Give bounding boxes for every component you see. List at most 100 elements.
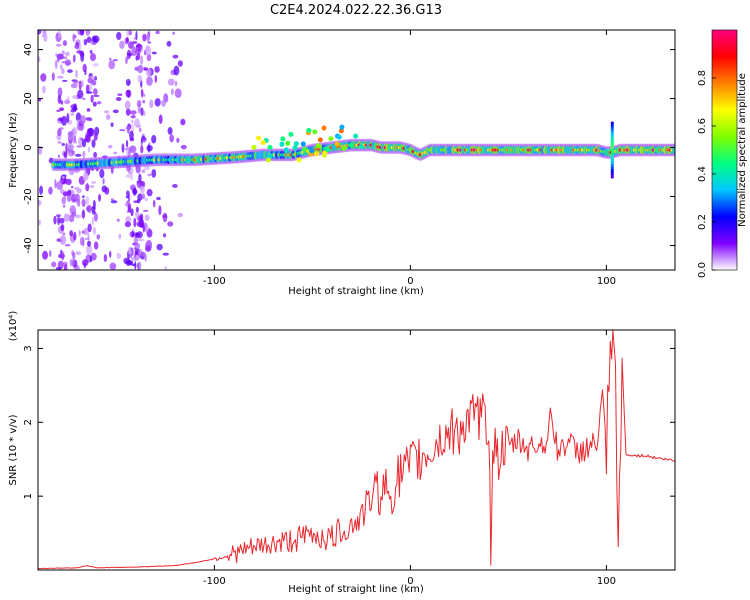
spectrogram-noise-mark [135, 210, 140, 219]
spectrogram-noise-mark [137, 74, 143, 83]
spectrogram-noise-mark [136, 231, 143, 239]
spectrogram-noise-mark [176, 137, 180, 143]
x-tick-label: 0 [407, 576, 413, 587]
spectrogram-noise-mark [146, 32, 150, 43]
spectrogram-noise-mark [112, 109, 119, 114]
spectrogram-noise-mark [80, 138, 84, 141]
spectrogram-noise-mark [134, 261, 137, 270]
spectrogram-blob-mark [341, 145, 347, 151]
spectrogram-noise-mark [81, 259, 89, 267]
spectrogram-noise-mark [172, 183, 178, 188]
spectrogram-noise-mark [142, 99, 146, 104]
snr-frame [37, 329, 676, 571]
spectrogram-blob-mark [293, 141, 299, 147]
spectrogram-noise-mark [84, 69, 87, 76]
spectrogram-noise-mark [148, 142, 151, 145]
spectrogram-noise-mark [163, 233, 167, 238]
spectrogram-noise-mark [125, 37, 129, 43]
spectrogram-noise-mark [142, 33, 147, 42]
spectrogram-noise-mark [85, 134, 91, 143]
spectrogram-blob-mark [288, 131, 294, 137]
spectrogram-noise-mark [55, 214, 62, 218]
spectrogram-noise-mark [116, 218, 120, 222]
spectrogram-noise-mark [93, 241, 99, 250]
y-tick-label: 3 [23, 345, 34, 351]
spectrogram-noise-mark [78, 229, 81, 237]
spectrogram-noise-mark [83, 38, 88, 46]
spectrogram-noise-mark [85, 195, 90, 206]
spectrogram-noise-mark [89, 185, 95, 188]
spectrogram-noise-mark [143, 67, 149, 71]
spectrogram-noise-mark [143, 93, 146, 97]
spectrogram-noise-mark [70, 208, 74, 212]
spectrogram-noise-mark [82, 150, 86, 159]
spectrogram-spike-mark [610, 175, 614, 179]
snr-y-multiplier: (x10⁴) [8, 311, 19, 342]
spectrogram-noise-mark [91, 139, 96, 148]
spectrogram-noise-mark [87, 127, 95, 137]
spectrogram-noise-mark [151, 51, 157, 55]
x-tick-label: -100 [203, 576, 226, 587]
spectrogram-noise-mark [140, 145, 144, 154]
spectrogram-y-axis-label: Frequency (Hz) [8, 112, 19, 188]
colorbar: 0.0 0.2 0.4 0.6 0.8 Normalized spectral ampl… [697, 29, 748, 278]
spectrogram-noise-mark [133, 37, 137, 40]
spectrogram-noise-mark [125, 174, 132, 178]
spectrogram-noise-mark [132, 41, 138, 44]
spectrogram-noise-mark [74, 153, 82, 157]
spectrogram-spike-mark [610, 170, 614, 174]
spectrogram-noise-mark [140, 142, 143, 146]
spectrogram-spike-mark [610, 133, 614, 137]
spectrogram-noise-mark [75, 193, 79, 201]
spectrogram-noise-mark [66, 194, 72, 203]
spectrogram-noise-mark [59, 64, 63, 70]
spectrogram-noise-mark [72, 54, 76, 63]
spectrogram-noise-mark [119, 40, 125, 49]
spectrogram-noise-mark [61, 68, 65, 75]
spectrogram-noise-mark [81, 139, 87, 148]
spectrogram-noise-mark [81, 198, 86, 208]
spectrogram-spike-mark [610, 165, 614, 169]
spectrogram-noise-mark [158, 114, 163, 125]
colorbar-label: Normalized spectral amplitude [737, 73, 748, 227]
snr-panel: -100 0 100 1 2 3 Height of straight line (km… [8, 311, 676, 595]
spectrogram-blob-mark [321, 125, 327, 131]
spectrogram-noise-mark [57, 154, 60, 158]
spectrogram-blob-mark [280, 136, 286, 142]
spectrogram-blob-mark [302, 146, 308, 152]
spectrogram-noise-mark [164, 265, 168, 270]
spectrogram-noise-mark [38, 199, 42, 206]
spectrogram-noise-mark [125, 78, 131, 86]
spectrogram-noise-mark [136, 180, 142, 189]
spectrogram-noise-mark [59, 217, 65, 224]
spectrogram-noise-mark [80, 30, 85, 36]
spectrogram-noise-mark [41, 35, 45, 38]
spectrogram-noise-mark [39, 185, 44, 195]
spectrogram-noise-mark [158, 205, 162, 216]
spectrogram-blob-mark [336, 134, 342, 140]
spectrogram-noise-mark [70, 112, 75, 116]
spectrogram-noise-mark [154, 98, 161, 107]
snr-series-line [38, 330, 675, 570]
spectrogram-frame [37, 29, 676, 271]
colorbar-tick-label: 0.8 [697, 70, 708, 86]
snr-x-ticks: -100 0 100 [203, 330, 616, 587]
spectrogram-noise-mark [61, 61, 66, 64]
spectrogram-noise-mark [96, 234, 101, 240]
spectrogram-noise-mark [82, 97, 86, 100]
spectrogram-noise-mark [98, 193, 102, 202]
spectrogram-noise-mark [144, 197, 148, 202]
spectrogram-noise-mark [128, 41, 134, 49]
spectrogram-noise-mark [91, 216, 94, 226]
spectrogram-spike-mark [610, 172, 614, 177]
spectrogram-noise-mark [125, 195, 129, 199]
spectrogram-noise-mark [90, 94, 94, 103]
spectrogram-noise-mark [89, 75, 96, 80]
spectrogram-noise-mark [87, 204, 92, 214]
spectrogram-noise-mark [155, 30, 160, 35]
spectrogram-noise-mark [118, 233, 122, 240]
spectrogram-noise-mark [108, 60, 116, 70]
x-tick-label: 0 [407, 276, 413, 287]
spectrogram-noise-mark [133, 118, 141, 128]
spectrogram-noise-mark [131, 46, 137, 57]
